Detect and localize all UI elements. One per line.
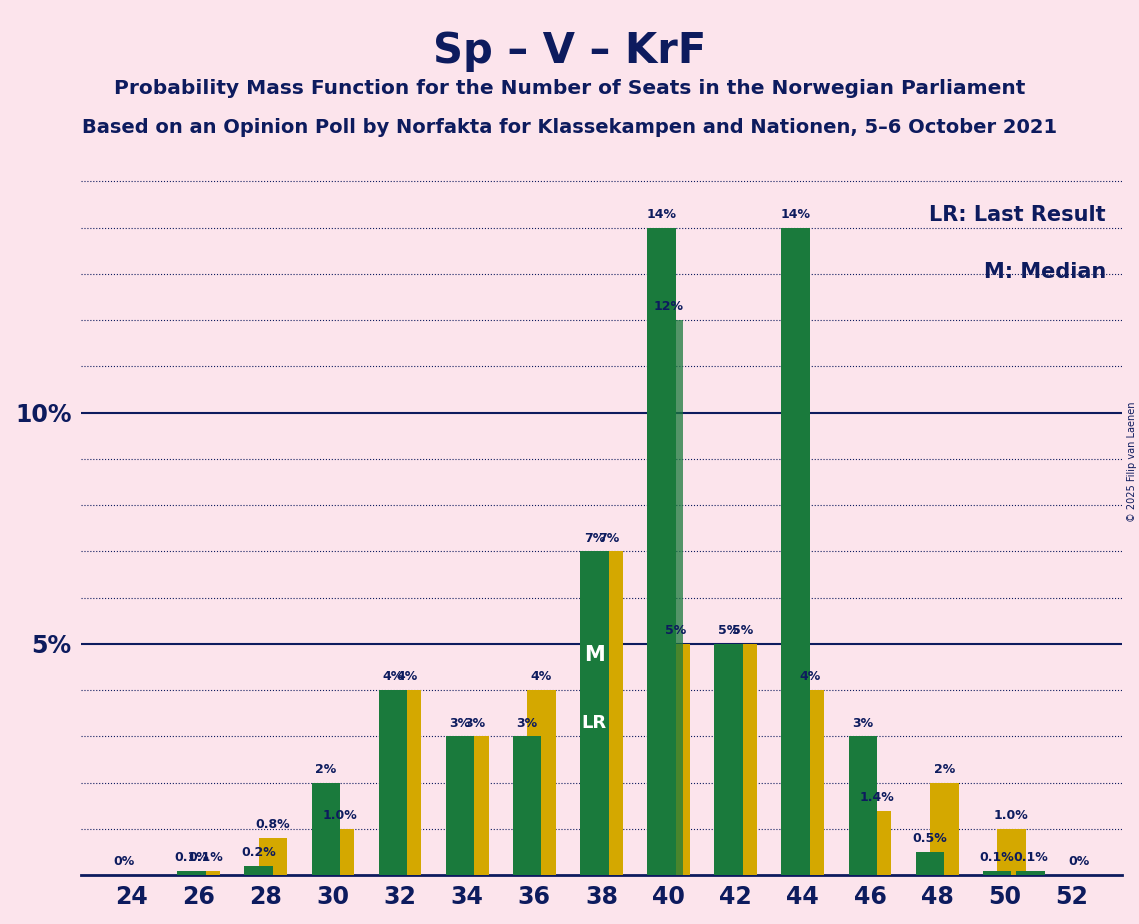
Text: 0.1%: 0.1% xyxy=(188,851,223,864)
Text: 2%: 2% xyxy=(934,763,954,776)
Bar xyxy=(662,644,690,875)
Bar xyxy=(460,736,489,875)
Text: 4%: 4% xyxy=(800,670,820,683)
Bar xyxy=(714,644,743,875)
Bar xyxy=(259,838,287,875)
Text: 5%: 5% xyxy=(718,624,739,637)
Bar xyxy=(178,870,206,875)
Text: 7%: 7% xyxy=(598,531,620,544)
Text: 3%: 3% xyxy=(464,716,485,730)
Bar xyxy=(326,829,354,875)
Bar xyxy=(245,866,273,875)
Text: 0.1%: 0.1% xyxy=(1014,851,1048,864)
Bar xyxy=(378,690,408,875)
Bar xyxy=(1016,870,1044,875)
Bar xyxy=(312,783,341,875)
Text: 4%: 4% xyxy=(396,670,418,683)
Text: M: M xyxy=(584,645,605,665)
Text: 1.0%: 1.0% xyxy=(994,809,1029,822)
Text: 4%: 4% xyxy=(383,670,403,683)
Bar xyxy=(796,690,825,875)
Bar xyxy=(781,227,810,875)
Text: 12%: 12% xyxy=(654,300,683,313)
Bar xyxy=(916,852,944,875)
Text: M: Median: M: Median xyxy=(984,262,1106,282)
Text: 7%: 7% xyxy=(583,531,605,544)
Text: 0.5%: 0.5% xyxy=(912,833,948,845)
Text: 0%: 0% xyxy=(1068,856,1089,869)
Text: 0.1%: 0.1% xyxy=(980,851,1015,864)
Bar xyxy=(654,320,683,875)
Bar xyxy=(595,552,623,875)
Text: LR: LR xyxy=(582,714,607,732)
Bar xyxy=(445,736,474,875)
Bar xyxy=(580,552,608,875)
Text: 1.0%: 1.0% xyxy=(322,809,358,822)
Text: 0.1%: 0.1% xyxy=(174,851,208,864)
Bar xyxy=(849,736,877,875)
Bar xyxy=(513,736,541,875)
Bar xyxy=(647,227,675,875)
Text: Based on an Opinion Poll by Norfakta for Klassekampen and Nationen, 5–6 October : Based on an Opinion Poll by Norfakta for… xyxy=(82,118,1057,138)
Text: 0.2%: 0.2% xyxy=(241,846,276,859)
Text: Sp – V – KrF: Sp – V – KrF xyxy=(433,30,706,71)
Text: 14%: 14% xyxy=(780,208,811,221)
Text: 1.4%: 1.4% xyxy=(860,791,894,804)
Text: LR: Last Result: LR: Last Result xyxy=(929,205,1106,225)
Bar xyxy=(863,810,892,875)
Text: 5%: 5% xyxy=(665,624,687,637)
Text: 0.8%: 0.8% xyxy=(255,819,290,832)
Text: 2%: 2% xyxy=(316,763,336,776)
Text: 14%: 14% xyxy=(647,208,677,221)
Text: 3%: 3% xyxy=(852,716,874,730)
Text: 0%: 0% xyxy=(114,856,136,869)
Bar xyxy=(527,690,556,875)
Bar xyxy=(983,870,1011,875)
Text: © 2025 Filip van Laenen: © 2025 Filip van Laenen xyxy=(1126,402,1137,522)
Bar xyxy=(929,783,959,875)
Bar xyxy=(191,870,220,875)
Text: 3%: 3% xyxy=(450,716,470,730)
Bar xyxy=(997,829,1025,875)
Text: 4%: 4% xyxy=(531,670,552,683)
Text: 3%: 3% xyxy=(517,716,538,730)
Text: 5%: 5% xyxy=(732,624,754,637)
Text: Probability Mass Function for the Number of Seats in the Norwegian Parliament: Probability Mass Function for the Number… xyxy=(114,79,1025,98)
Bar xyxy=(729,644,757,875)
Bar xyxy=(393,690,421,875)
